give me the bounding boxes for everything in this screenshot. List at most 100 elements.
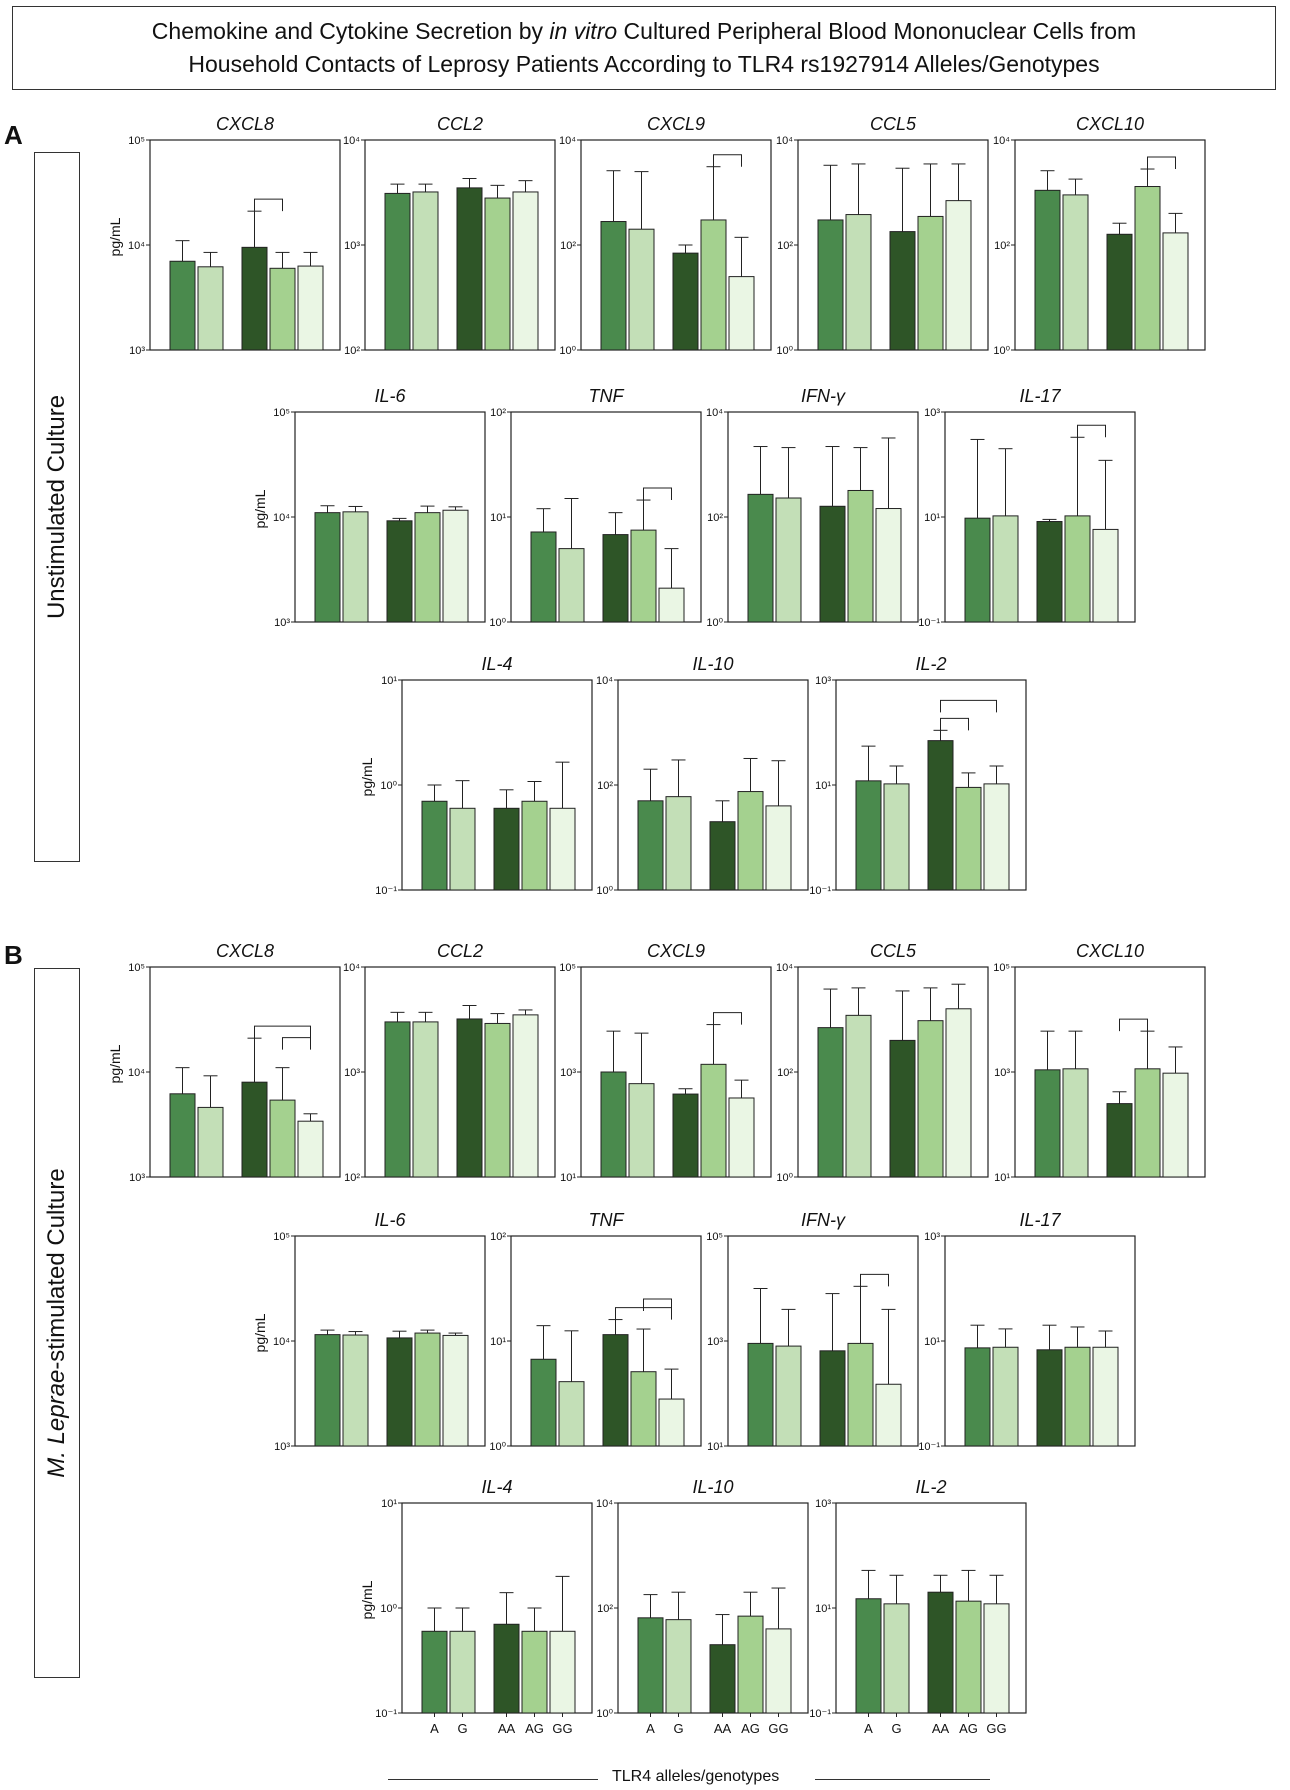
x-tick-label: GG: [552, 1721, 572, 1736]
chart-A-ifn-: IFN-γ 10⁰ 10² 10⁴: [706, 386, 919, 629]
bar-g: [1062, 1068, 1089, 1178]
y-tick-label: 10³: [344, 240, 360, 252]
y-tick-label: 10⁴: [343, 962, 360, 974]
x-tick-label: AA: [932, 1721, 950, 1736]
significance-bracket: [860, 1273, 889, 1287]
bar-g: [883, 1603, 910, 1714]
bar-gg: [297, 265, 324, 351]
bar-g: [342, 511, 369, 623]
y-axis-label: pg/mL: [252, 1313, 268, 1352]
y-tick-label: 10⁵: [706, 1231, 723, 1243]
y-tick-label: 10³: [274, 617, 290, 629]
chart-title: CCL5: [870, 941, 917, 961]
bar-g: [449, 807, 476, 891]
y-tick-label: 10¹: [560, 1172, 576, 1184]
bar-aa: [709, 821, 736, 891]
bar-gg: [1092, 528, 1119, 623]
bar-gg: [728, 1097, 755, 1178]
chart-title: CXCL10: [1076, 114, 1144, 134]
chart-B-ccl5: CCL5 10⁰ 10² 10⁴: [776, 941, 989, 1184]
bar-a: [384, 192, 411, 351]
chart-A-il-2: IL-2 10⁻¹ 10¹ 10³: [809, 654, 1027, 897]
bar-ag: [737, 1615, 764, 1714]
bar-ag: [521, 800, 548, 891]
bar-aa: [1106, 1103, 1133, 1178]
y-axis-label: pg/mL: [359, 1580, 375, 1619]
y-tick-label: 10⁰: [380, 780, 397, 792]
bar-ag: [955, 1600, 982, 1714]
y-tick-label: 10²: [560, 240, 576, 252]
bar-ag: [521, 1630, 548, 1714]
bar-ag: [847, 1342, 874, 1447]
y-tick-label: 10⁴: [596, 675, 613, 687]
y-tick-label: 10²: [707, 512, 723, 524]
bar-g: [412, 191, 439, 351]
bar-g: [197, 1106, 224, 1178]
chart-A-il-6: IL-6 10³ 10⁴ 10⁵ pg/mL: [252, 386, 486, 629]
bar-ag: [414, 1332, 441, 1447]
significance-bracket: [1077, 424, 1106, 438]
bar-ag: [414, 512, 441, 623]
bar-ag: [630, 1371, 657, 1447]
bar-a: [964, 517, 991, 623]
y-axis-label: pg/mL: [359, 757, 375, 796]
chart-title: IL-4: [481, 654, 512, 674]
bar-aa: [889, 1039, 916, 1178]
bar-a: [421, 800, 448, 891]
bar-aa: [927, 1591, 954, 1714]
x-tick-label: G: [891, 1721, 901, 1736]
y-tick-label: 10⁴: [776, 962, 793, 974]
y-tick-label: 10⁰: [776, 345, 793, 357]
bar-g: [342, 1334, 369, 1447]
chart-title: IL-4: [481, 1477, 512, 1497]
y-tick-label: 10⁴: [776, 135, 793, 147]
significance-bracket: [282, 1037, 311, 1050]
bar-g: [1062, 194, 1089, 351]
title-line-2: Household Contacts of Leprosy Patients A…: [188, 51, 1100, 77]
y-tick-label: 10⁰: [596, 885, 613, 897]
bar-ag: [700, 219, 727, 351]
bar-aa: [709, 1644, 736, 1714]
significance-bracket: [940, 717, 969, 731]
bar-ag: [1064, 515, 1091, 623]
y-tick-label: 10³: [707, 1336, 723, 1348]
bar-gg: [549, 807, 576, 891]
chart-B-ifn-: IFN-γ 10¹ 10³ 10⁵: [706, 1210, 919, 1453]
bar-gg: [549, 1630, 576, 1714]
bar-ag: [630, 529, 657, 623]
chart-A-cxcl10: CXCL10 10⁰ 10² 10⁴: [993, 114, 1206, 357]
panel-b-side-box: [34, 968, 80, 1678]
bar-gg: [297, 1120, 324, 1178]
x-tick-label: AG: [741, 1721, 760, 1736]
bar-ag: [484, 197, 511, 351]
y-tick-label: 10⁵: [128, 135, 145, 147]
chart-title: IL-2: [915, 1477, 946, 1497]
chart-title: CCL5: [870, 114, 917, 134]
significance-bracket: [713, 1012, 742, 1025]
y-tick-label: 10²: [597, 1603, 613, 1615]
bar-aa: [493, 1623, 520, 1714]
bar-aa: [889, 231, 916, 351]
bar-g: [845, 1014, 872, 1178]
y-tick-label: 10¹: [381, 1498, 397, 1510]
bar-aa: [241, 1081, 268, 1178]
y-axis-label: pg/mL: [107, 1044, 123, 1083]
y-tick-label: 10¹: [490, 512, 506, 524]
significance-bracket: [643, 487, 672, 501]
bar-a: [421, 1630, 448, 1714]
bar-g: [845, 214, 872, 351]
chart-title: IL-6: [374, 1210, 406, 1230]
y-tick-label: 10²: [597, 780, 613, 792]
chart-B-ccl2: CCL2 10² 10³ 10⁴: [343, 941, 556, 1184]
bar-g: [412, 1021, 439, 1178]
chart-B-cxcl10: CXCL10 10¹ 10³ 10⁵: [993, 941, 1206, 1184]
bar-a: [964, 1347, 991, 1447]
bar-a: [600, 1071, 627, 1178]
y-tick-label: 10⁴: [128, 240, 145, 252]
bar-aa: [493, 807, 520, 891]
bar-a: [530, 531, 557, 623]
chart-title: CCL2: [437, 114, 483, 134]
bar-gg: [945, 200, 972, 351]
y-tick-label: 10¹: [381, 675, 397, 687]
